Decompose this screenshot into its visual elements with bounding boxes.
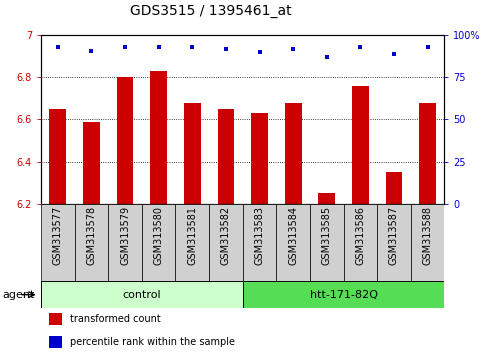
FancyBboxPatch shape: [41, 281, 242, 308]
Text: control: control: [123, 290, 161, 300]
Text: GSM313588: GSM313588: [423, 206, 433, 265]
Bar: [49, 336, 62, 348]
Bar: [49, 109, 66, 204]
Text: GSM313578: GSM313578: [86, 206, 97, 265]
FancyBboxPatch shape: [276, 204, 310, 281]
FancyBboxPatch shape: [108, 204, 142, 281]
Point: [54, 44, 62, 50]
Text: GDS3515 / 1395461_at: GDS3515 / 1395461_at: [129, 4, 291, 18]
Bar: [318, 193, 335, 204]
Point: [87, 48, 95, 53]
FancyBboxPatch shape: [377, 204, 411, 281]
Bar: [49, 313, 62, 325]
Bar: [251, 113, 268, 204]
Point: [289, 46, 297, 52]
Text: percentile rank within the sample: percentile rank within the sample: [71, 337, 236, 347]
Bar: [352, 86, 369, 204]
Bar: [83, 121, 100, 204]
Text: transformed count: transformed count: [71, 314, 161, 324]
Bar: [217, 109, 234, 204]
Point: [424, 44, 431, 50]
Text: GSM313583: GSM313583: [255, 206, 265, 265]
Point: [323, 55, 330, 60]
Text: GSM313582: GSM313582: [221, 206, 231, 265]
Point: [155, 44, 163, 50]
FancyBboxPatch shape: [175, 204, 209, 281]
Bar: [284, 103, 301, 204]
FancyBboxPatch shape: [242, 204, 276, 281]
Point: [121, 44, 129, 50]
Bar: [385, 172, 402, 204]
Bar: [184, 103, 201, 204]
FancyBboxPatch shape: [142, 204, 175, 281]
Text: GSM313580: GSM313580: [154, 206, 164, 265]
Text: GSM313585: GSM313585: [322, 206, 332, 265]
Point: [222, 46, 230, 52]
Point: [188, 44, 196, 50]
FancyBboxPatch shape: [310, 204, 343, 281]
Text: GSM313579: GSM313579: [120, 206, 130, 265]
FancyBboxPatch shape: [411, 204, 444, 281]
FancyBboxPatch shape: [242, 281, 444, 308]
Text: agent: agent: [2, 290, 35, 300]
Point: [390, 51, 398, 57]
FancyBboxPatch shape: [343, 204, 377, 281]
Text: GSM313587: GSM313587: [389, 206, 399, 265]
Text: GSM313577: GSM313577: [53, 206, 63, 265]
Text: GSM313586: GSM313586: [355, 206, 365, 265]
Point: [356, 44, 364, 50]
Bar: [117, 78, 133, 204]
Bar: [419, 103, 436, 204]
Bar: [150, 71, 167, 204]
Text: htt-171-82Q: htt-171-82Q: [310, 290, 378, 300]
Point: [256, 49, 263, 55]
FancyBboxPatch shape: [41, 204, 75, 281]
Text: GSM313584: GSM313584: [288, 206, 298, 265]
FancyBboxPatch shape: [209, 204, 242, 281]
FancyBboxPatch shape: [75, 204, 108, 281]
Text: GSM313581: GSM313581: [187, 206, 197, 265]
